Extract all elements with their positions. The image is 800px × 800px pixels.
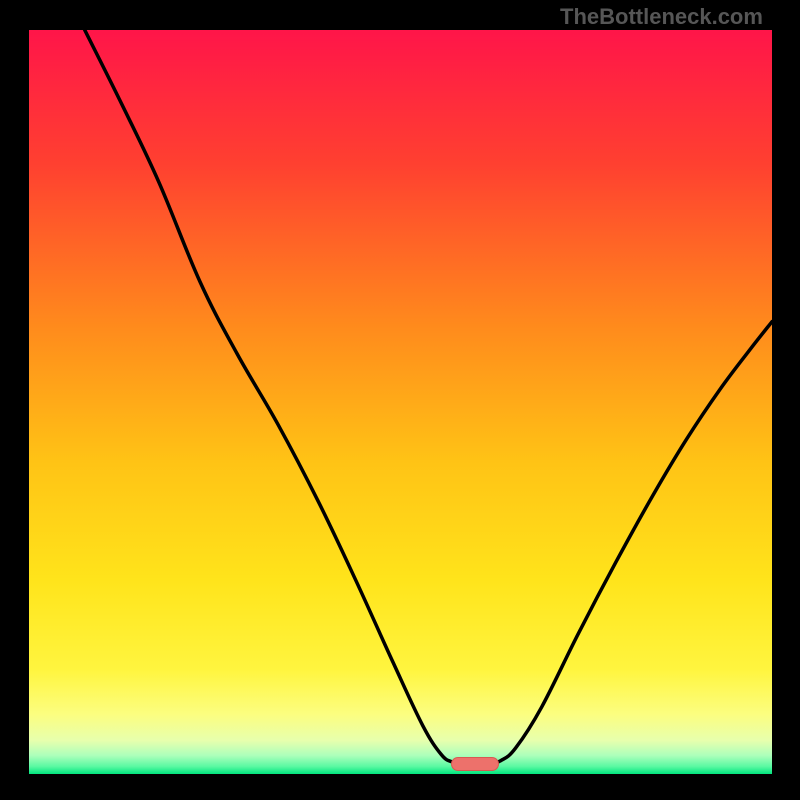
bottleneck-chart: TheBottleneck.com <box>0 0 800 800</box>
plot-area <box>29 30 772 774</box>
bottleneck-curve <box>29 30 772 774</box>
optimal-marker <box>451 757 499 771</box>
attribution-label: TheBottleneck.com <box>560 4 763 30</box>
